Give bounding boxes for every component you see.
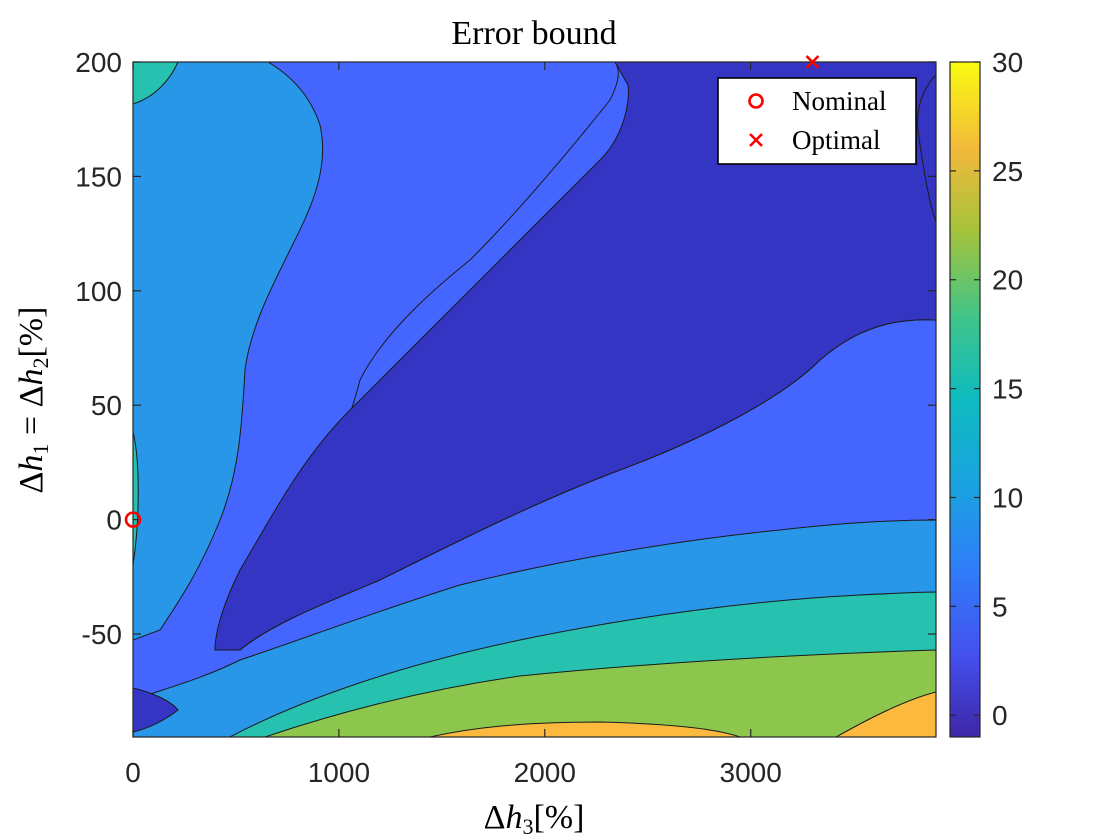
colorbar-ticks: 30 25 20 15 10 5 0: [950, 47, 1023, 731]
y-tick-label: 200: [75, 47, 122, 78]
y-axis-label: Δh1 = Δh2[%]: [13, 307, 53, 494]
y-tick-label: -50: [82, 619, 122, 650]
colorbar-tick-label: 25: [992, 156, 1023, 187]
y-tick-label: 0: [106, 505, 122, 536]
contour-band-level-3: [133, 62, 179, 105]
plot-frame: [132, 61, 937, 738]
contour-band-level-0-core: [214, 62, 936, 651]
y-tick-label: 50: [91, 390, 122, 421]
legend-optimal-label: Optimal: [792, 125, 881, 155]
axis-tick-labels: 0 1000 2000 3000 200 150 100 50 0 -50: [75, 47, 782, 788]
colorbar-tick-label: 30: [992, 47, 1023, 78]
contour-band-level-4: [264, 649, 936, 737]
contour-band-level-0-corner: [133, 687, 179, 733]
point-markers: [124, 55, 820, 528]
colorbar-tick-label: 5: [992, 591, 1008, 622]
contour-band-level-5: [429, 721, 741, 737]
legend-optimal-marker: [749, 133, 763, 147]
x-tick-label: 3000: [720, 757, 782, 788]
chart-title: Error bound: [451, 15, 616, 52]
contour-band-level-2: [133, 62, 324, 641]
colorbar-gradient: [949, 61, 981, 738]
x-tick-label: 2000: [514, 757, 576, 788]
contour-band-level-3-left: [133, 431, 139, 566]
colorbar-tick-label: 10: [992, 482, 1023, 513]
colorbar-tick-label: 15: [992, 374, 1023, 405]
legend-box: [717, 77, 917, 165]
optimal-point: [805, 55, 820, 69]
colorbar-tick-label: 0: [992, 700, 1008, 731]
colorbar-tick-label: 20: [992, 265, 1023, 296]
legend-nominal-marker: [748, 93, 764, 109]
x-tick-label: 1000: [308, 757, 370, 788]
y-tick-label: 100: [75, 276, 122, 307]
axis-ticks: [132, 61, 936, 737]
legend-nominal-label: Nominal: [792, 86, 887, 116]
legend: Nominal Optimal: [717, 77, 917, 165]
x-tick-label: 0: [125, 757, 141, 788]
y-tick-label: 150: [75, 161, 122, 192]
nominal-point: [124, 511, 142, 528]
x-axis-label: Δh3[%]: [484, 799, 585, 839]
contour-bands: [133, 62, 936, 737]
colorbar: 30 25 20 15 10 5 0: [949, 47, 1023, 738]
